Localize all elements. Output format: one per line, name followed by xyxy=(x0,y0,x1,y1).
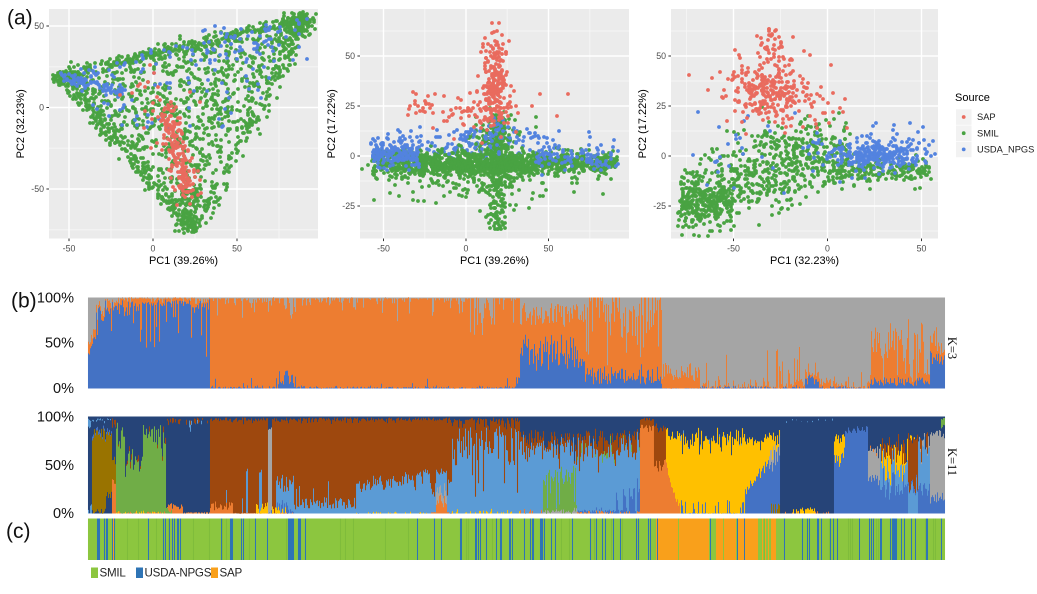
svg-text:-50: -50 xyxy=(63,244,76,254)
svg-text:K=3: K=3 xyxy=(945,337,959,359)
svg-text:50%: 50% xyxy=(45,336,74,352)
svg-text:USDA_NPGS: USDA_NPGS xyxy=(977,145,1034,155)
svg-text:PC1 (39.26%): PC1 (39.26%) xyxy=(149,255,218,267)
svg-text:-50: -50 xyxy=(31,184,44,194)
svg-text:SAP: SAP xyxy=(220,566,243,579)
svg-text:50: 50 xyxy=(917,244,927,254)
svg-text:0: 0 xyxy=(661,151,666,161)
svg-text:Source: Source xyxy=(955,92,990,104)
svg-text:PC1 (32.23%): PC1 (32.23%) xyxy=(770,255,839,267)
svg-text:-25: -25 xyxy=(342,201,355,211)
svg-text:25: 25 xyxy=(656,101,666,111)
svg-text:USDA-NPGS: USDA-NPGS xyxy=(145,566,212,579)
svg-text:0: 0 xyxy=(151,244,156,254)
svg-text:(a): (a) xyxy=(7,7,33,30)
svg-text:SMIL: SMIL xyxy=(100,566,127,579)
svg-text:0: 0 xyxy=(350,151,355,161)
svg-text:50: 50 xyxy=(34,21,44,31)
svg-text:(c): (c) xyxy=(6,520,31,543)
svg-text:0: 0 xyxy=(825,244,830,254)
svg-text:50: 50 xyxy=(345,51,355,61)
svg-text:0%: 0% xyxy=(53,506,74,522)
svg-text:25: 25 xyxy=(345,101,355,111)
svg-text:0: 0 xyxy=(464,244,469,254)
svg-text:0%: 0% xyxy=(53,381,74,397)
svg-text:PC2 (17.22%): PC2 (17.22%) xyxy=(637,89,649,158)
svg-text:50: 50 xyxy=(656,51,666,61)
svg-text:100%: 100% xyxy=(37,410,74,426)
svg-text:50: 50 xyxy=(232,244,242,254)
svg-text:-50: -50 xyxy=(727,244,740,254)
svg-text:50: 50 xyxy=(544,244,554,254)
svg-text:PC1 (39.26%): PC1 (39.26%) xyxy=(460,255,529,267)
svg-text:(b): (b) xyxy=(11,290,37,313)
svg-text:SAP: SAP xyxy=(977,112,996,122)
svg-text:-25: -25 xyxy=(653,201,666,211)
svg-text:PC2 (17.22%): PC2 (17.22%) xyxy=(326,89,338,158)
svg-text:PC2 (32.23%): PC2 (32.23%) xyxy=(15,89,27,158)
svg-text:50%: 50% xyxy=(45,458,74,474)
svg-text:SMIL: SMIL xyxy=(977,128,999,138)
svg-text:0: 0 xyxy=(39,103,44,113)
svg-text:-50: -50 xyxy=(377,244,390,254)
svg-text:K=11: K=11 xyxy=(945,448,959,476)
svg-text:100%: 100% xyxy=(37,291,74,307)
